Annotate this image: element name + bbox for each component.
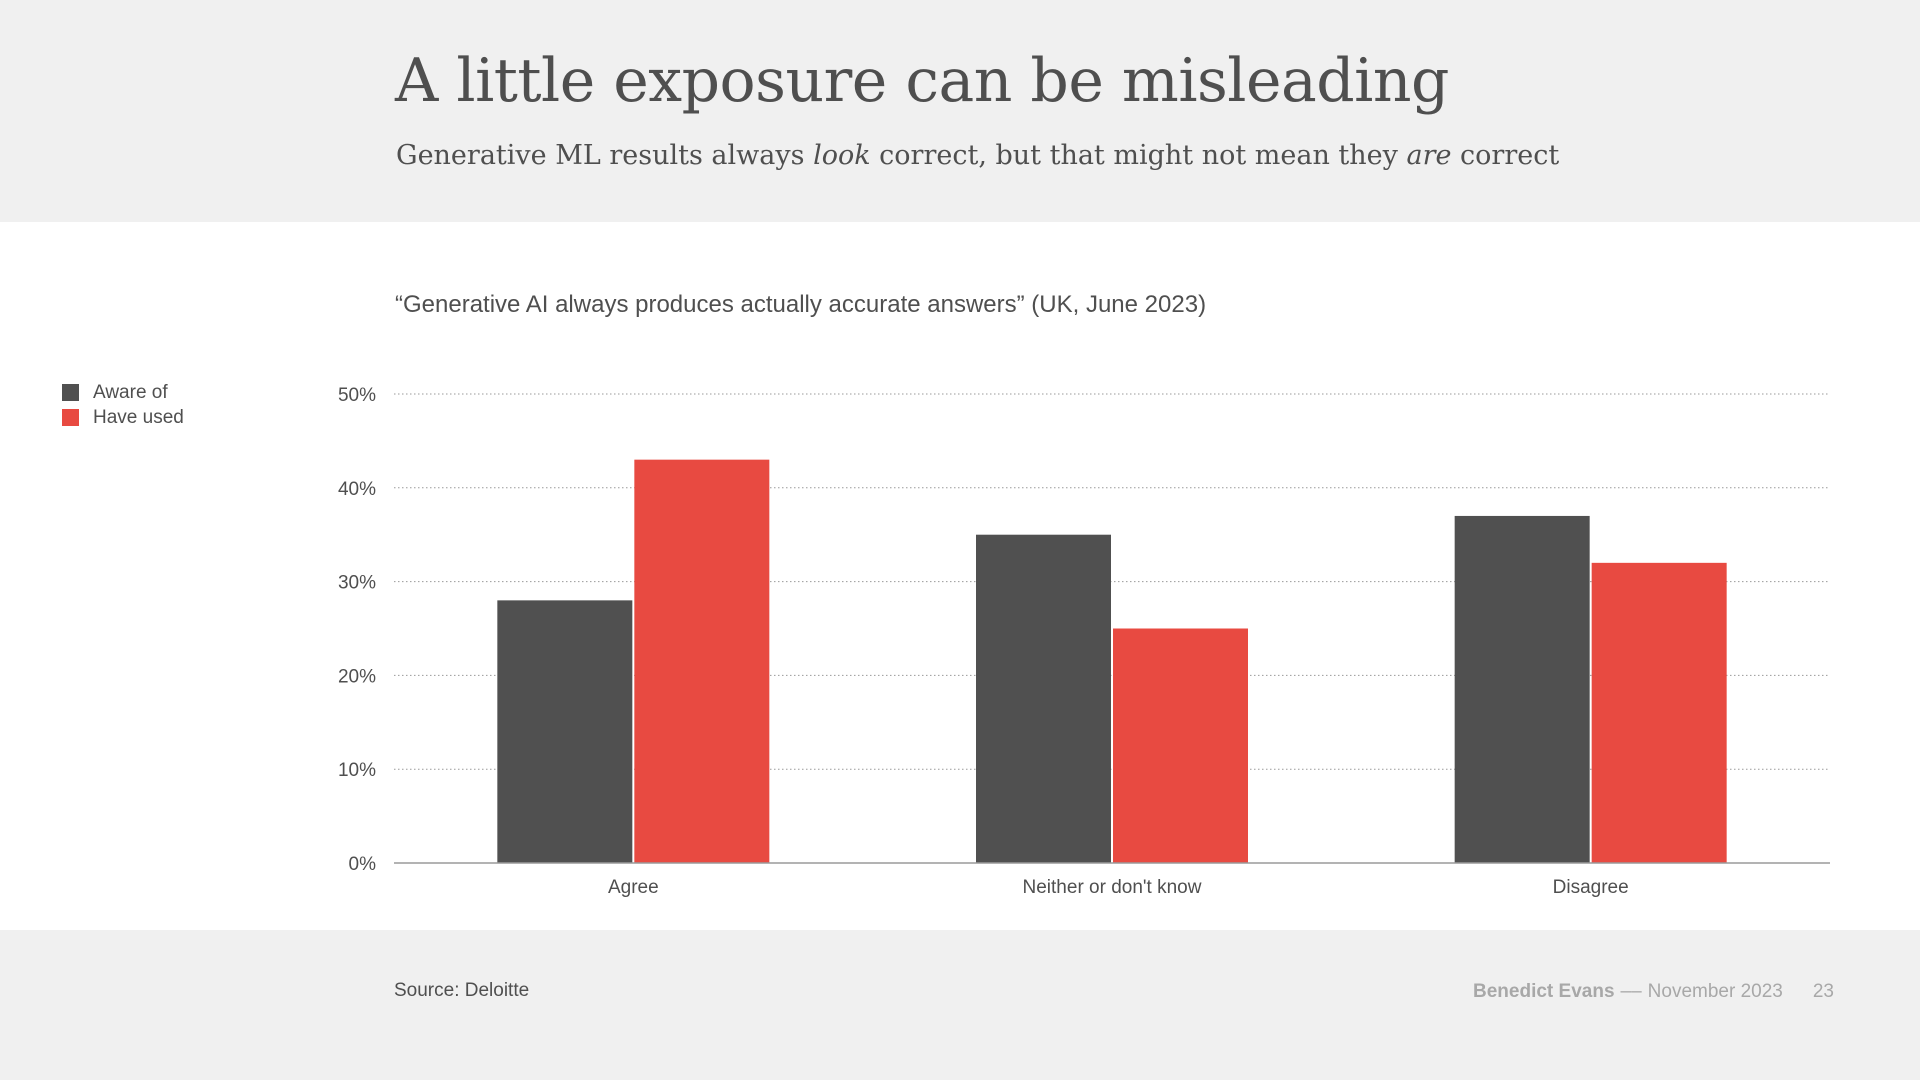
chart-title: “Generative AI always produces actually … xyxy=(395,291,1207,318)
subtitle-part-5: correct xyxy=(1451,140,1560,171)
footer-credit: Benedict Evans –– November 2023 23 xyxy=(1473,981,1834,1003)
y-tick-label-10: 10% xyxy=(338,760,376,781)
slide-header xyxy=(0,0,1920,222)
legend-item-have-used: Have used xyxy=(62,405,184,430)
y-tick-label-50: 50% xyxy=(338,385,376,406)
legend-label-have-used: Have used xyxy=(93,406,184,428)
legend-swatch-aware-of xyxy=(62,384,79,401)
footer-date: November 2023 xyxy=(1647,981,1783,1002)
subtitle-emphasis-are: are xyxy=(1406,140,1452,171)
source-note: Source: Deloitte xyxy=(394,980,530,1001)
subtitle-part-3: correct, but that might not mean they xyxy=(870,140,1407,171)
y-tick-label-30: 30% xyxy=(338,573,376,594)
bar-have-used-disagree xyxy=(1591,562,1727,863)
bar-aware-of-neither-or-don-t-know xyxy=(976,534,1111,863)
y-tick-label-40: 40% xyxy=(338,479,376,500)
y-tick-label-20: 20% xyxy=(338,666,376,687)
y-tick-label-0: 0% xyxy=(349,854,377,875)
chart-legend: Aware of Have used xyxy=(62,380,184,430)
subtitle-part-1: Generative ML results always xyxy=(396,140,814,171)
slide-subtitle: Generative ML results always look correc… xyxy=(396,140,1559,171)
footer-separator: –– xyxy=(1620,981,1642,1002)
bar-aware-of-agree xyxy=(497,600,633,863)
x-tick-label-neither-or-don-t-know: Neither or don't know xyxy=(1023,877,1202,898)
legend-label-aware-of: Aware of xyxy=(93,381,168,403)
subtitle-emphasis-look: look xyxy=(813,140,871,171)
x-tick-label-disagree: Disagree xyxy=(1553,877,1629,898)
legend-item-aware-of: Aware of xyxy=(62,380,184,405)
slide-title: A little exposure can be misleading xyxy=(395,46,1449,116)
author-name: Benedict Evans xyxy=(1473,981,1615,1002)
bar-have-used-agree xyxy=(634,459,770,863)
bar-aware-of-disagree xyxy=(1454,515,1590,863)
x-tick-label-agree: Agree xyxy=(608,877,659,898)
page-number: 23 xyxy=(1812,981,1834,1002)
legend-swatch-have-used xyxy=(62,409,79,426)
bar-have-used-neither-or-don-t-know xyxy=(1113,628,1248,863)
